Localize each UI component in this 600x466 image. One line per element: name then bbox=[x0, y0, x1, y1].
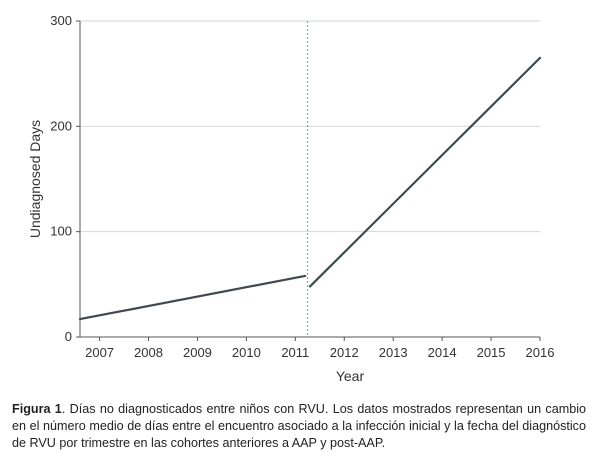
y-tick-label-300: 300 bbox=[50, 13, 72, 28]
gridlines bbox=[80, 20, 540, 233]
y-tick-label-100: 100 bbox=[50, 224, 72, 239]
caption-text: . Días no diagnosticados entre niños con… bbox=[12, 402, 586, 450]
x-tick-label-2015: 2015 bbox=[477, 345, 506, 360]
x-tick-labels: 2007 2008 2009 2010 2011 2012 2013 2014 2015 2016 bbox=[85, 337, 554, 360]
figure-caption: Figura 1. Días no diagnosticados entre n… bbox=[12, 401, 586, 452]
y-tick-labels: 0 100 200 300 bbox=[50, 13, 80, 344]
x-tick-label-2011: 2011 bbox=[281, 345, 309, 360]
series-group bbox=[78, 56, 542, 321]
y-axis-title: Undiagnosed Days bbox=[27, 120, 43, 238]
series-line-post-AAP bbox=[308, 56, 542, 288]
caption-label: Figura 1 bbox=[12, 402, 62, 416]
x-tick-label-2016: 2016 bbox=[526, 345, 555, 360]
x-tick-label-2007: 2007 bbox=[85, 345, 114, 360]
x-tick-label-2012: 2012 bbox=[330, 345, 359, 360]
x-tick-label-2010: 2010 bbox=[232, 345, 261, 360]
y-tick-label-200: 200 bbox=[50, 118, 72, 133]
y-tick-label-0: 0 bbox=[65, 329, 72, 344]
x-axis-title: Year bbox=[336, 368, 365, 384]
axes bbox=[79, 21, 540, 338]
x-tick-label-2013: 2013 bbox=[379, 345, 408, 360]
x-tick-label-2014: 2014 bbox=[428, 345, 457, 360]
x-tick-label-2008: 2008 bbox=[134, 345, 163, 360]
series-line-pre-AAP bbox=[78, 274, 307, 321]
x-tick-label-2009: 2009 bbox=[183, 345, 212, 360]
